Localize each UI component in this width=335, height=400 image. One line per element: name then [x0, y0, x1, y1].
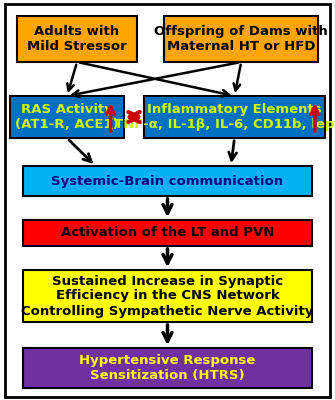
Text: Hypertensive Response
Sensitization (HTRS): Hypertensive Response Sensitization (HTR…	[79, 354, 256, 382]
FancyBboxPatch shape	[10, 96, 124, 138]
Text: Offspring of Dams with
Maternal HT or HFD: Offspring of Dams with Maternal HT or HF…	[154, 25, 328, 53]
FancyBboxPatch shape	[23, 348, 312, 388]
Text: Inflammatory Elements
(TNF-α, IL-1β, IL-6, CD11b, leptin): Inflammatory Elements (TNF-α, IL-1β, IL-…	[108, 103, 335, 131]
FancyBboxPatch shape	[164, 16, 318, 62]
FancyBboxPatch shape	[144, 96, 325, 138]
FancyBboxPatch shape	[17, 16, 137, 62]
FancyBboxPatch shape	[23, 166, 312, 196]
Text: RAS Activity
(AT1-R, ACE1): RAS Activity (AT1-R, ACE1)	[15, 103, 119, 131]
Text: Systemic-Brain communication: Systemic-Brain communication	[52, 174, 283, 188]
Text: Sustained Increase in Synaptic
Efficiency in the CNS Network
Controlling Sympath: Sustained Increase in Synaptic Efficienc…	[21, 274, 314, 318]
FancyBboxPatch shape	[23, 220, 312, 246]
Text: Activation of the LT and PVN: Activation of the LT and PVN	[61, 226, 274, 240]
FancyBboxPatch shape	[23, 270, 312, 322]
Text: Adults with
Mild Stressor: Adults with Mild Stressor	[27, 25, 127, 53]
